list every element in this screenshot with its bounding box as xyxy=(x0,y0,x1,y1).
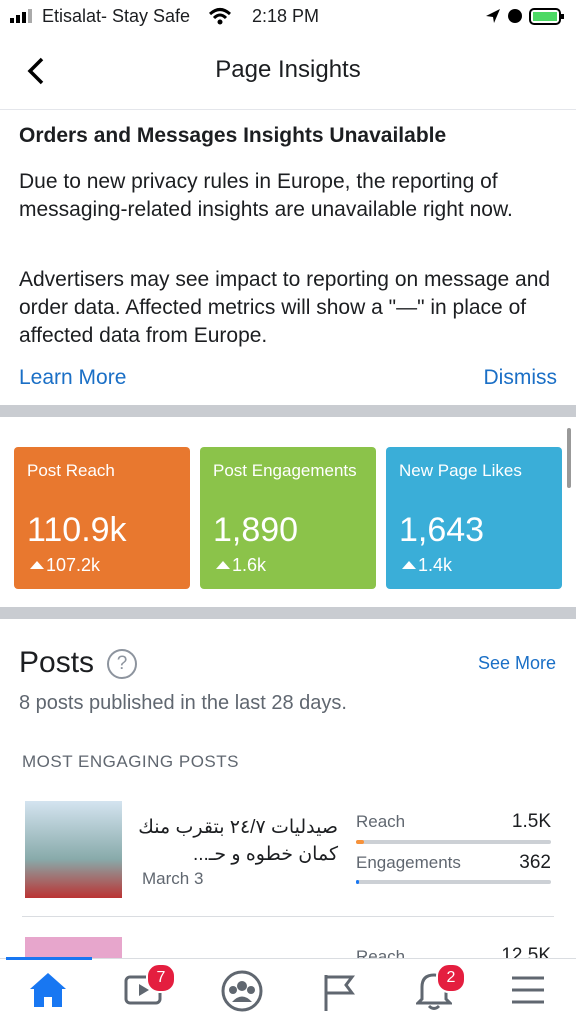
card-value: 1,643 xyxy=(399,511,485,549)
signal-icon xyxy=(10,9,32,23)
notice-title: Orders and Messages Insights Unavailable xyxy=(19,124,447,147)
metric-card[interactable]: Post Reach 110.9k 107.2k xyxy=(14,447,190,589)
up-arrow xyxy=(216,561,230,569)
divider xyxy=(0,405,576,417)
metric-value: 362 xyxy=(519,852,551,873)
metric-card[interactable]: Post Engagements 1,890 1.6k xyxy=(200,447,376,589)
carrier: Etisalat- Stay Safe xyxy=(42,6,191,26)
back-button[interactable] xyxy=(24,56,48,86)
posts-subtitle: 8 posts published in the last 28 days. xyxy=(19,692,347,714)
notice-text: Due to new privacy rules in Europe, the … xyxy=(19,170,513,221)
divider xyxy=(22,916,554,917)
card-change: 1.4k xyxy=(418,555,453,575)
dismiss-button[interactable]: Dismiss xyxy=(483,366,558,389)
up-arrow xyxy=(402,561,416,569)
post-date: March 3 xyxy=(142,869,204,888)
card-label: Post Reach xyxy=(27,461,115,480)
metric-value: 1.5K xyxy=(511,811,551,832)
wifi-icon xyxy=(208,8,232,25)
notification-badge: 2 xyxy=(436,963,466,993)
pages-tab[interactable] xyxy=(322,973,356,1013)
posts-title: Posts xyxy=(19,646,95,679)
divider xyxy=(0,109,576,110)
header-title: Page Insights xyxy=(215,56,361,83)
home-tab[interactable] xyxy=(28,971,68,1009)
divider xyxy=(0,607,576,619)
progress-bar xyxy=(356,840,551,844)
post-thumbnail[interactable] xyxy=(25,801,122,898)
see-more-link[interactable]: See More xyxy=(477,653,556,673)
active-indicator xyxy=(6,957,92,960)
post-text[interactable]: صيدليات ٢٤/٧ بتقرب منك كمان خطوه و حـ... xyxy=(138,817,338,865)
learn-more-link[interactable]: Learn More xyxy=(19,366,127,389)
up-arrow xyxy=(30,561,44,569)
metric-label: Reach xyxy=(356,812,406,831)
tab-bar: 7 2 xyxy=(0,957,576,1025)
status-icons xyxy=(486,8,564,25)
card-change: 1.6k xyxy=(232,555,267,575)
groups-tab[interactable] xyxy=(220,969,264,1013)
progress-bar xyxy=(356,880,551,884)
help-icon[interactable]: ? xyxy=(107,649,137,679)
metric-label: Engagements xyxy=(356,853,461,872)
clock: 2:18 PM xyxy=(252,6,320,26)
scrollbar xyxy=(567,428,571,488)
section-header: MOST ENGAGING POSTS xyxy=(22,752,239,771)
card-label: Post Engagements xyxy=(213,461,357,480)
status-bar: Etisalat- Stay Safe 2:18 PM xyxy=(0,0,576,32)
card-value: 1,890 xyxy=(213,511,299,549)
card-change: 107.2k xyxy=(46,555,101,575)
notice-text: Advertisers may see impact to reporting … xyxy=(19,268,551,347)
menu-tab[interactable] xyxy=(510,975,546,1005)
metric-card[interactable]: New Page Likes 1,643 1.4k xyxy=(386,447,562,589)
card-value: 110.9k xyxy=(27,511,127,549)
notification-badge: 7 xyxy=(146,963,176,993)
card-label: New Page Likes xyxy=(399,461,522,480)
